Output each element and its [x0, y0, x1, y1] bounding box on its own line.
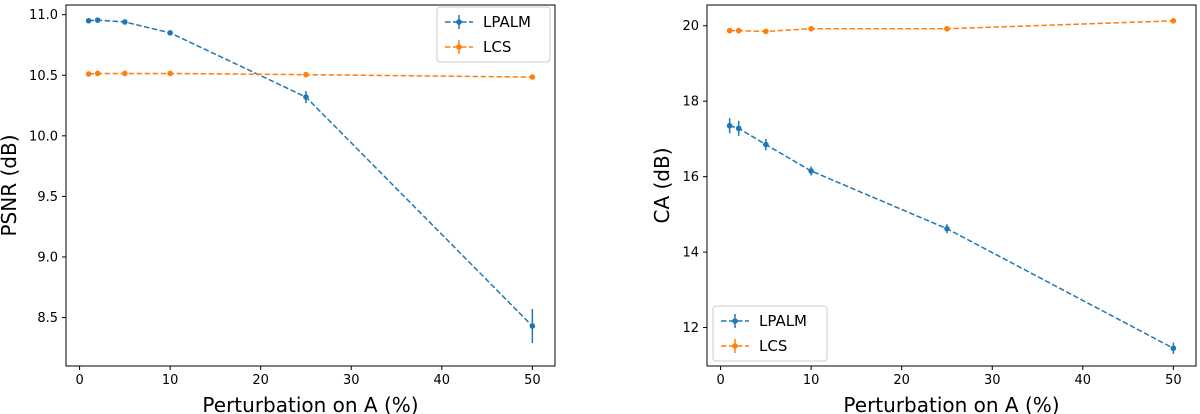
data-point-lcs: [1170, 18, 1177, 24]
y-tick-label: 14: [682, 246, 699, 261]
ca-chart: 0 10 20 30 40 50 12 14 16 18 20 Perturbation on A (…: [650, 4, 1197, 414]
x-tick-label: 40: [434, 373, 451, 388]
y-axis-label: CA (dB): [650, 147, 674, 223]
legend-marker-lcs: [456, 44, 462, 50]
x-axis-label: Perturbation on A (%): [202, 393, 418, 414]
data-point-lpalm: [529, 323, 536, 329]
data-point-lpalm: [1170, 345, 1177, 352]
x-tick-label: 10: [803, 373, 820, 388]
legend-marker-lcs: [732, 343, 738, 349]
data-point-lpalm: [944, 225, 950, 232]
legend-label-lcs: LCS: [483, 38, 511, 56]
series-lpalm: [726, 118, 1177, 354]
data-point-lpalm: [303, 94, 309, 100]
series-line-lcs: [729, 20, 1174, 33]
y-tick-label: 9.0: [37, 250, 58, 265]
legend-box: [436, 6, 551, 63]
series-line-lpalm: [729, 124, 1174, 349]
data-point-lcs: [85, 71, 92, 77]
data-point-lcs: [808, 25, 814, 32]
plot-frame: [706, 4, 1197, 367]
x-tick-label: 50: [524, 373, 541, 388]
data-point-lcs: [94, 70, 101, 77]
data-point-lpalm: [726, 122, 733, 129]
y-tick-label: 12: [682, 321, 699, 336]
legend-box: [712, 305, 828, 362]
x-tick-label: 0: [75, 373, 83, 388]
series-line-lpalm: [88, 19, 533, 327]
series-line-lcs: [88, 72, 533, 78]
legend-marker-lpalm: [456, 19, 462, 25]
data-point-lcs: [122, 70, 128, 77]
y-tick-label: 18: [682, 95, 699, 110]
legend-label-lpalm: LPALM: [483, 13, 531, 31]
y-tick-label: 9.5: [37, 190, 58, 205]
data-point-lcs: [303, 71, 309, 78]
series-lpalm: [85, 17, 536, 343]
x-tick-label: 40: [1075, 373, 1092, 388]
y-axis-label: PSNR (dB): [0, 135, 21, 237]
y-tick-label: 10.5: [29, 69, 58, 84]
data-point-lcs: [763, 28, 769, 35]
data-point-lcs: [167, 70, 173, 77]
x-tick-label: 30: [343, 373, 360, 388]
x-tick-label: 20: [893, 373, 910, 388]
data-point-lpalm: [808, 168, 814, 174]
data-point-lcs: [944, 25, 950, 32]
x-tick-label: 30: [984, 373, 1001, 388]
data-point-lpalm: [763, 141, 769, 148]
y-tick-label: 11.0: [29, 8, 58, 23]
data-point-lcs: [726, 27, 733, 34]
data-point-lpalm: [735, 125, 742, 132]
data-point-lpalm: [122, 19, 128, 25]
legend: LPALM LCS: [436, 6, 551, 63]
legend-label-lpalm: LPALM: [759, 312, 807, 330]
psnr-chart: 0 10 20 30 40 50 8.5 9.0 9.5 10.0 10.5 11.0 Perturba…: [0, 4, 556, 414]
y-tick-label: 10.0: [29, 129, 58, 144]
data-point-lpalm: [94, 17, 101, 23]
x-tick-label: 20: [252, 373, 269, 388]
y-tick-label: 20: [682, 19, 699, 34]
legend-label-lcs: LCS: [759, 337, 787, 355]
y-tick-label: 8.5: [37, 311, 58, 326]
x-axis-label: Perturbation on A (%): [843, 393, 1059, 414]
x-tick-label: 10: [162, 373, 179, 388]
data-point-lcs: [529, 74, 536, 80]
series-lcs: [85, 70, 536, 80]
y-tick-label: 16: [682, 170, 699, 185]
legend: LPALM LCS: [712, 305, 828, 362]
x-tick-label: 0: [716, 373, 724, 388]
series-lcs: [726, 18, 1177, 35]
legend-marker-lpalm: [732, 318, 738, 324]
data-point-lpalm: [85, 17, 92, 24]
data-point-lcs: [735, 27, 742, 34]
x-tick-label: 50: [1165, 373, 1182, 388]
data-point-lpalm: [167, 30, 173, 36]
plot-frame: [65, 4, 556, 367]
